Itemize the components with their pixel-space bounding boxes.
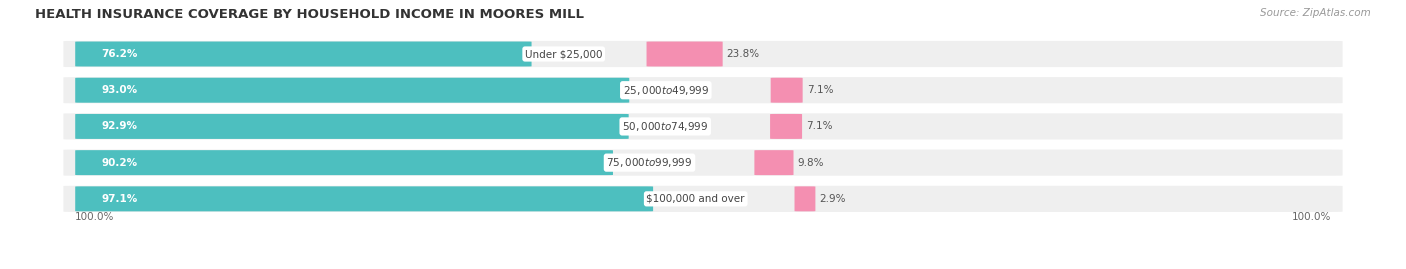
Text: 7.1%: 7.1% [807,85,834,95]
FancyBboxPatch shape [62,112,1344,141]
Text: Under $25,000: Under $25,000 [524,49,602,59]
Text: Source: ZipAtlas.com: Source: ZipAtlas.com [1260,8,1371,18]
Text: 76.2%: 76.2% [101,49,138,59]
FancyBboxPatch shape [76,78,630,103]
Text: 90.2%: 90.2% [101,158,138,168]
Text: $50,000 to $74,999: $50,000 to $74,999 [621,120,709,133]
FancyBboxPatch shape [76,114,628,139]
Text: 23.8%: 23.8% [727,49,759,59]
FancyBboxPatch shape [62,76,1344,105]
Text: $75,000 to $99,999: $75,000 to $99,999 [606,156,693,169]
Text: 9.8%: 9.8% [797,158,824,168]
Text: $100,000 and over: $100,000 and over [647,194,745,204]
FancyBboxPatch shape [755,150,793,175]
FancyBboxPatch shape [647,41,723,66]
FancyBboxPatch shape [62,148,1344,177]
FancyBboxPatch shape [770,78,803,103]
Text: 93.0%: 93.0% [101,85,138,95]
Text: 100.0%: 100.0% [76,212,115,222]
FancyBboxPatch shape [76,150,613,175]
Text: 97.1%: 97.1% [101,194,138,204]
Text: HEALTH INSURANCE COVERAGE BY HOUSEHOLD INCOME IN MOORES MILL: HEALTH INSURANCE COVERAGE BY HOUSEHOLD I… [35,8,583,21]
FancyBboxPatch shape [770,114,801,139]
Text: 92.9%: 92.9% [101,121,138,132]
FancyBboxPatch shape [62,40,1344,69]
FancyBboxPatch shape [76,41,531,66]
FancyBboxPatch shape [62,184,1344,213]
Text: 100.0%: 100.0% [1291,212,1330,222]
Text: $25,000 to $49,999: $25,000 to $49,999 [623,84,709,97]
Text: 2.9%: 2.9% [820,194,846,204]
FancyBboxPatch shape [794,186,815,211]
FancyBboxPatch shape [76,186,654,211]
Text: 7.1%: 7.1% [806,121,832,132]
